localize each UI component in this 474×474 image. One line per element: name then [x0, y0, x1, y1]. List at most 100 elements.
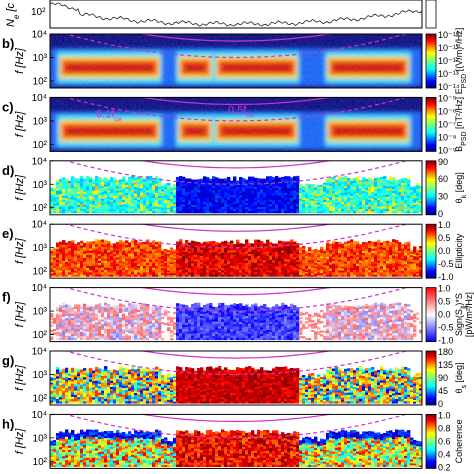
- colorbar-tick-label: 10⁻⁵: [438, 93, 457, 103]
- y-tick-label: 10³: [33, 116, 48, 127]
- panel-a-partial: 10² Ne [c: [5, 0, 437, 29]
- colorbar-tick-label: 30: [438, 191, 448, 201]
- colorbar-label: Ellipticity: [454, 233, 464, 269]
- spectrogram-body: [50, 351, 422, 404]
- colorbar-tick-label: -1.0: [438, 336, 454, 346]
- colorbar-tick-label: -1.0: [438, 272, 454, 282]
- fce-half-line: [138, 34, 334, 42]
- colorbar-tick-label: 0.0: [438, 310, 451, 320]
- y-tick-label: 10⁴: [32, 156, 47, 167]
- panel-b: 10⁴ 10³ 10² b)f [Hz] 10⁻¹⁰ 10⁻¹¹ 10⁻¹² 10⁻¹³ 10⁻…: [2, 28, 468, 94]
- fce-tenth-line: [64, 414, 408, 439]
- y-axis-label: f [Hz]: [14, 111, 26, 138]
- spectrogram-body: [50, 34, 422, 88]
- y-tick-label: 10⁴: [32, 93, 47, 104]
- fce-tenth-line: [64, 160, 408, 185]
- y-axis-label: f [Hz]: [14, 428, 26, 455]
- y-tick-label: 10³: [33, 243, 48, 254]
- colorbar-tick-label: 10⁻⁹: [438, 145, 457, 155]
- colorbar-tick-label: -0.5: [438, 323, 454, 333]
- colorbar-tick-label: 10⁻¹³: [438, 69, 459, 79]
- colorbar-tick-label: 0.5: [438, 297, 451, 307]
- colorbar-tick-label: 0.5: [438, 233, 451, 243]
- fce-tenth-line: [64, 97, 408, 122]
- panel-label: h): [2, 416, 14, 431]
- panel-label: c): [2, 99, 14, 114]
- colorbar-label: θk [deg]: [454, 172, 468, 203]
- density-trace: [49, 2, 423, 27]
- colorbar-label: BPSD [nT²/Hz]: [454, 97, 468, 152]
- colorbar-tick-label: 10⁻⁸: [438, 132, 457, 142]
- fce-tenth-line: [64, 224, 408, 249]
- panel-frame: [49, 33, 423, 89]
- fce-half-line: [138, 351, 334, 359]
- colorbar-label-line2: [pW/m²/Hz]: [464, 292, 474, 337]
- colorbar-tick-label: 1.0: [438, 220, 451, 230]
- colorbar-tick-label: -0.5: [438, 259, 454, 269]
- colorbar: [425, 160, 437, 216]
- colorbar: [425, 33, 437, 89]
- colorbar-tick-label: 10⁻¹⁰: [438, 30, 460, 40]
- spectrogram-body: [50, 97, 422, 152]
- y-tick-label: 10³: [33, 180, 48, 191]
- spectrogram-body: [50, 160, 422, 214]
- panel-a-colorbar-stub: [425, 0, 437, 29]
- y-tick-label: 10³: [33, 433, 48, 444]
- y-tick-label: 10²: [33, 267, 48, 278]
- panel-label: f): [2, 290, 11, 305]
- y-axis-label: f [Hz]: [14, 174, 26, 201]
- panel-label: g): [2, 353, 14, 368]
- fce-tenth-line: [64, 287, 408, 312]
- colorbar-label: Coherence: [454, 419, 464, 463]
- panel-label: e): [2, 226, 14, 241]
- y-tick-label: 10³: [33, 307, 48, 318]
- colorbar-tick-label: 1.0: [438, 410, 451, 420]
- colorbar-tick-label: 10⁻¹¹: [438, 43, 459, 53]
- colorbar-tick-label: 135: [438, 360, 453, 370]
- y-axis-label: f [Hz]: [14, 47, 26, 74]
- panel-a-ylabel: Ne [c: [5, 2, 21, 27]
- panel-frame: [49, 350, 423, 406]
- spectrogram-body: [50, 287, 422, 341]
- colorbar-tick-label: 0.6: [438, 436, 451, 446]
- spectrogram-body: [50, 414, 422, 467]
- panel-a-frame: [49, 0, 423, 29]
- y-tick-label: 10³: [33, 53, 48, 64]
- fce-tenth-line: [64, 34, 408, 59]
- colorbar-tick-label: 10⁻¹⁴: [438, 82, 460, 92]
- panel-e: 10⁴ 10³ 10² e)f [Hz] 1.0 0.5 0.0 -0.5 -1.0Ellipt…: [2, 220, 464, 283]
- y-tick-label: 10⁴: [32, 283, 47, 294]
- y-tick-label: 10²: [33, 203, 48, 214]
- y-axis-label: f [Hz]: [14, 301, 26, 328]
- y-tick-label: 10²: [33, 76, 48, 87]
- colorbar: [425, 97, 437, 152]
- colorbar-tick-label: 0.4: [438, 449, 451, 459]
- panel-a-tick: 10²: [31, 7, 46, 18]
- colorbar-tick-label: 90: [438, 157, 448, 167]
- y-tick-label: 10²: [33, 140, 48, 151]
- y-axis-label: f [Hz]: [14, 237, 26, 264]
- y-axis-label: f [Hz]: [14, 364, 26, 391]
- colorbar: [425, 350, 437, 406]
- colorbar-tick-label: 60: [438, 174, 448, 184]
- colorbar-tick-label: 0.0: [438, 246, 451, 256]
- panel-frame: [49, 413, 423, 469]
- fce-half-line: [138, 287, 334, 296]
- y-tick-label: 10²: [33, 457, 48, 468]
- colorbar: [425, 413, 437, 469]
- panel-g: 10⁴ 10³ 10² g)f [Hz] 180 135 90 45 0 θs [deg]: [2, 347, 468, 410]
- panel-h: 10⁴ 10³ 10² h)f [Hz] 1.0 0.8 0.6 0.4 0.2Coherenc…: [2, 410, 464, 473]
- panel-label: b): [2, 36, 14, 51]
- y-tick-label: 10⁴: [32, 347, 47, 358]
- colorbar-tick-label: 0.8: [438, 423, 451, 433]
- colorbar-label: θs [deg]: [454, 362, 468, 393]
- y-tick-label: 10⁴: [32, 220, 47, 231]
- y-tick-label: 10²: [33, 330, 48, 341]
- colorbar-tick-label: 0: [438, 209, 443, 219]
- y-tick-label: 10⁴: [32, 410, 47, 421]
- panel-d: 10⁴ 10³ 10² d)f [Hz] 90 60 30 0 θk [deg]: [2, 156, 468, 219]
